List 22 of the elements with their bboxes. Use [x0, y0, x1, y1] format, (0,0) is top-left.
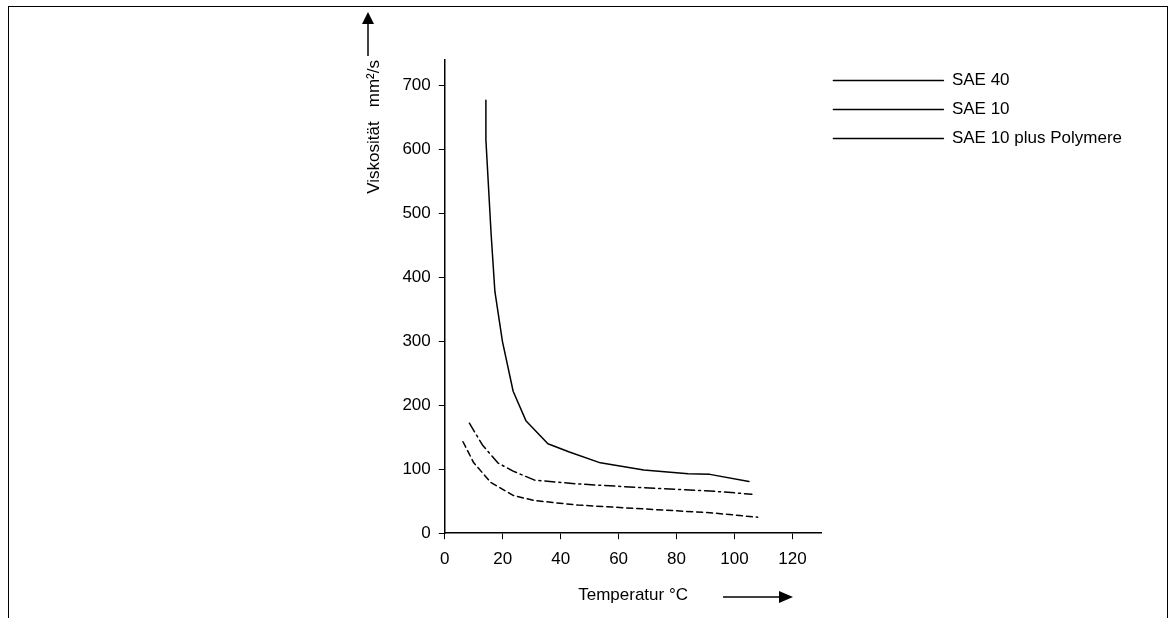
y-tick-label: 500: [402, 203, 431, 223]
x-tick-label: 100: [720, 549, 749, 569]
y-tick-label: 100: [402, 458, 431, 478]
y-tick-label: 700: [402, 75, 431, 95]
y-tick-label: 600: [402, 139, 431, 159]
y-tick-label: 200: [402, 395, 431, 414]
line-series: [468, 422, 753, 495]
text: SAE 10 plus Polymere: [951, 128, 1123, 148]
text: SAE 10: [951, 99, 1010, 119]
y-tick-label: 300: [402, 331, 431, 351]
x-tick-label: 80: [667, 549, 687, 569]
x-tick-label: 60: [609, 549, 629, 569]
y-axis-title: Viskosität mm²/s: [363, 60, 383, 194]
x-tick-label: 20: [493, 549, 513, 569]
x-tick-label: 40: [551, 549, 571, 569]
text: SAE 40: [951, 70, 1010, 90]
x-axis-title: Temperatur °C: [578, 585, 688, 605]
y-tick-label: 400: [402, 267, 431, 287]
line-series: [462, 441, 759, 518]
y-tick-label: 0: [421, 522, 431, 542]
x-tick-label: 120: [778, 549, 807, 569]
x-tick-label: 0: [440, 549, 450, 569]
